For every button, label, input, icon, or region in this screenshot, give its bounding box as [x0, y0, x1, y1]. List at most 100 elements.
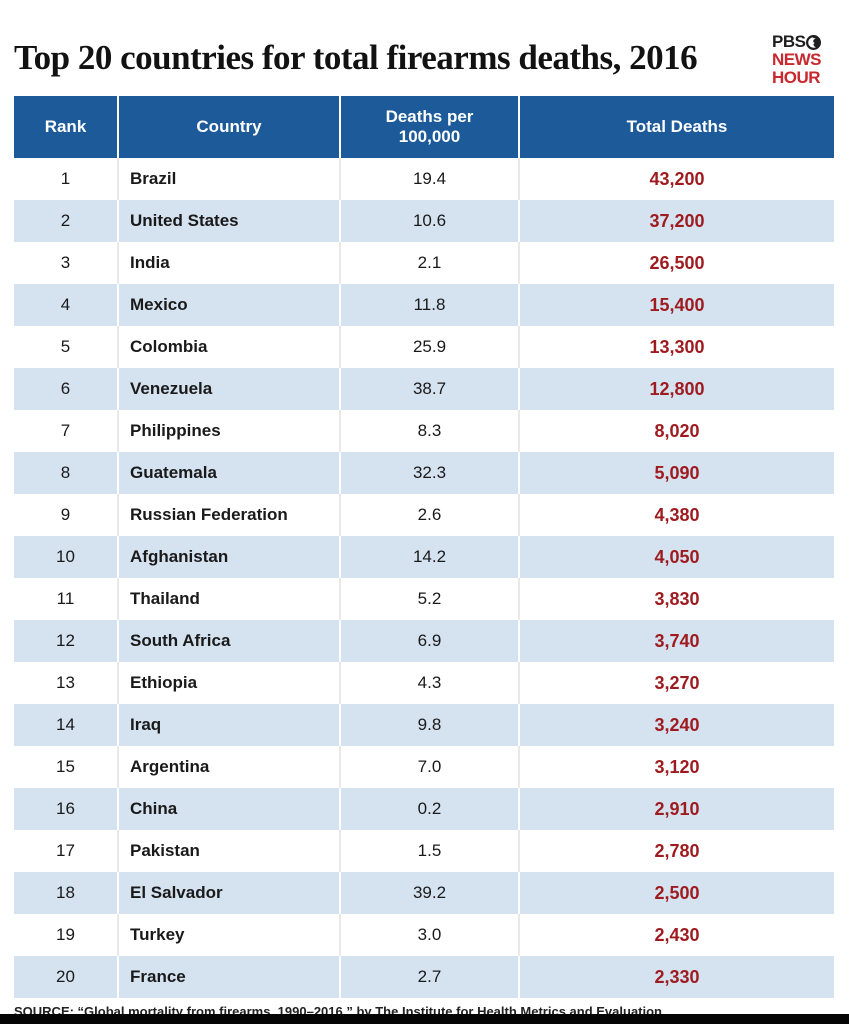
country-cell: United States — [119, 200, 341, 242]
rank-cell: 17 — [14, 830, 119, 872]
table-row: 3 India 2.1 26,500 — [14, 242, 834, 284]
bottom-black-bar — [0, 1014, 849, 1024]
rank-cell: 12 — [14, 620, 119, 662]
column-header-rank: Rank — [14, 96, 119, 158]
total-deaths-cell: 3,270 — [654, 672, 700, 693]
table-row: 18 El Salvador 39.2 2,500 — [14, 872, 834, 914]
table-row: 2 United States 10.6 37,200 — [14, 200, 834, 242]
table-row: 8 Guatemala 32.3 5,090 — [14, 452, 834, 494]
rank-cell: 5 — [14, 326, 119, 368]
deaths-per-100k-cell: 7.0 — [341, 746, 520, 788]
country-cell: Brazil — [119, 158, 341, 200]
country-cell: Turkey — [119, 914, 341, 956]
logo-line-pbs: PBS — [772, 33, 836, 51]
deaths-per-100k-cell: 3.0 — [341, 914, 520, 956]
country-cell: El Salvador — [119, 872, 341, 914]
total-deaths-cell: 2,430 — [654, 924, 700, 945]
country-cell: Ethiopia — [119, 662, 341, 704]
table-row: 1 Brazil 19.4 43,200 — [14, 158, 834, 200]
total-deaths-cell: 15,400 — [649, 294, 705, 315]
column-header-rate: Deaths per 100,000 — [341, 96, 520, 158]
total-deaths-cell: 2,500 — [654, 882, 700, 903]
country-cell: France — [119, 956, 341, 998]
deaths-per-100k-cell: 32.3 — [341, 452, 520, 494]
deaths-per-100k-cell: 2.6 — [341, 494, 520, 536]
deaths-per-100k-cell: 38.7 — [341, 368, 520, 410]
rank-cell: 2 — [14, 200, 119, 242]
rank-cell: 7 — [14, 410, 119, 452]
pbs-newshour-logo: PBS NEWS HOUR — [772, 33, 836, 87]
total-deaths-cell: 12,800 — [649, 378, 705, 399]
country-cell: Iraq — [119, 704, 341, 746]
table-row: 10 Afghanistan 14.2 4,050 — [14, 536, 834, 578]
rank-cell: 1 — [14, 158, 119, 200]
total-deaths-cell: 2,330 — [654, 966, 700, 987]
total-deaths-cell: 2,780 — [654, 840, 700, 861]
country-cell: China — [119, 788, 341, 830]
pbs-face-icon — [806, 34, 822, 50]
table-row: 5 Colombia 25.9 13,300 — [14, 326, 834, 368]
country-cell: Pakistan — [119, 830, 341, 872]
table-row: 15 Argentina 7.0 3,120 — [14, 746, 834, 788]
table-header-row: Rank Country Deaths per 100,000 Total De… — [14, 96, 834, 158]
total-deaths-cell: 43,200 — [649, 168, 705, 189]
total-deaths-cell: 3,240 — [654, 714, 700, 735]
rank-cell: 15 — [14, 746, 119, 788]
country-cell: Philippines — [119, 410, 341, 452]
total-deaths-cell: 3,120 — [654, 756, 700, 777]
total-deaths-cell: 13,300 — [649, 336, 705, 357]
total-deaths-cell: 3,740 — [654, 630, 700, 651]
rank-cell: 10 — [14, 536, 119, 578]
column-header-total: Total Deaths — [626, 116, 728, 136]
total-deaths-cell: 4,050 — [654, 546, 700, 567]
table-row: 12 South Africa 6.9 3,740 — [14, 620, 834, 662]
country-cell: Guatemala — [119, 452, 341, 494]
rank-cell: 16 — [14, 788, 119, 830]
table-row: 11 Thailand 5.2 3,830 — [14, 578, 834, 620]
deaths-per-100k-cell: 25.9 — [341, 326, 520, 368]
deaths-per-100k-cell: 2.7 — [341, 956, 520, 998]
deaths-per-100k-cell: 0.2 — [341, 788, 520, 830]
deaths-per-100k-cell: 6.9 — [341, 620, 520, 662]
deaths-per-100k-cell: 1.5 — [341, 830, 520, 872]
deaths-per-100k-cell: 8.3 — [341, 410, 520, 452]
total-deaths-cell: 3,830 — [654, 588, 700, 609]
country-cell: India — [119, 242, 341, 284]
rank-cell: 4 — [14, 284, 119, 326]
country-cell: Colombia — [119, 326, 341, 368]
total-deaths-cell: 26,500 — [649, 252, 705, 273]
firearms-deaths-table: Rank Country Deaths per 100,000 Total De… — [14, 96, 834, 998]
table-body: 1 Brazil 19.4 43,200 2 United States 10.6 37,20… — [14, 158, 834, 998]
country-cell: South Africa — [119, 620, 341, 662]
table-row: 13 Ethiopia 4.3 3,270 — [14, 662, 834, 704]
table-row: 4 Mexico 11.8 15,400 — [14, 284, 834, 326]
deaths-per-100k-cell: 2.1 — [341, 242, 520, 284]
rank-cell: 13 — [14, 662, 119, 704]
total-deaths-cell: 2,910 — [654, 798, 700, 819]
deaths-per-100k-cell: 9.8 — [341, 704, 520, 746]
deaths-per-100k-cell: 5.2 — [341, 578, 520, 620]
deaths-per-100k-cell: 19.4 — [341, 158, 520, 200]
rank-cell: 9 — [14, 494, 119, 536]
country-cell: Argentina — [119, 746, 341, 788]
country-cell: Thailand — [119, 578, 341, 620]
logo-news-text: NEWS — [772, 50, 822, 69]
rank-cell: 14 — [14, 704, 119, 746]
deaths-per-100k-cell: 14.2 — [341, 536, 520, 578]
logo-hour-text: HOUR — [772, 68, 821, 87]
table-row: 14 Iraq 9.8 3,240 — [14, 704, 834, 746]
deaths-per-100k-cell: 4.3 — [341, 662, 520, 704]
rank-cell: 18 — [14, 872, 119, 914]
deaths-per-100k-cell: 10.6 — [341, 200, 520, 242]
total-deaths-cell: 37,200 — [649, 210, 705, 231]
total-deaths-cell: 4,380 — [654, 504, 700, 525]
table-row: 17 Pakistan 1.5 2,780 — [14, 830, 834, 872]
rank-cell: 20 — [14, 956, 119, 998]
rank-cell: 6 — [14, 368, 119, 410]
total-deaths-cell: 8,020 — [654, 420, 700, 441]
total-deaths-cell: 5,090 — [654, 462, 700, 483]
page-title: Top 20 countries for total firearms deat… — [14, 38, 698, 77]
deaths-per-100k-cell: 39.2 — [341, 872, 520, 914]
table-row: 6 Venezuela 38.7 12,800 — [14, 368, 834, 410]
table-row: 7 Philippines 8.3 8,020 — [14, 410, 834, 452]
